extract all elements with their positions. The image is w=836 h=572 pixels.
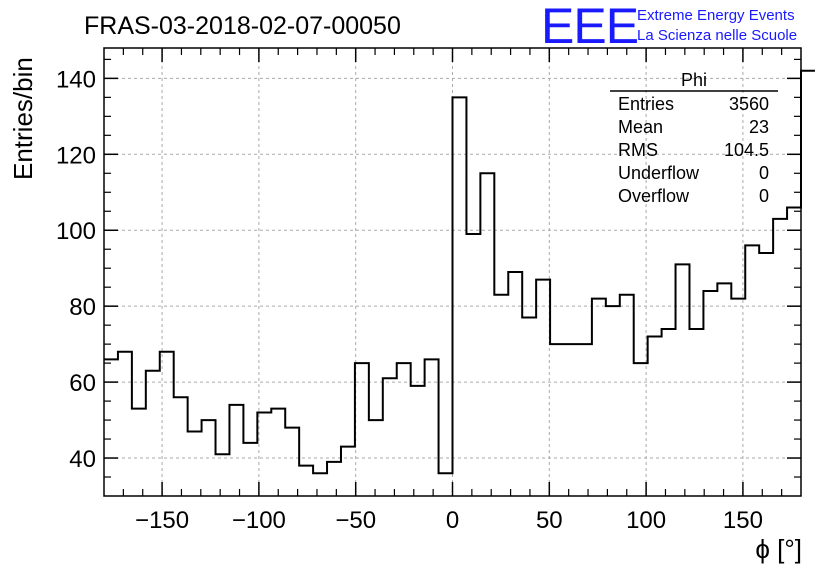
y-tick-label: 80 xyxy=(69,294,96,321)
stats-box-title: Phi xyxy=(681,70,707,90)
y-tick-labels: 40 60 80 100 120 140 xyxy=(56,66,96,473)
y-tick-label: 100 xyxy=(56,218,96,245)
stats-box: Phi Entries 3560 Mean 23 RMS 104.5 Underflow 0 O… xyxy=(610,70,778,206)
axis-ticks xyxy=(104,48,801,496)
stats-label: Entries xyxy=(618,94,674,114)
y-tick-label: 120 xyxy=(56,142,96,169)
y-axis-label: Entries/bin xyxy=(8,57,38,180)
x-tick-label: −100 xyxy=(232,507,286,534)
stats-label: Mean xyxy=(618,117,663,137)
eee-logo: EEE Extreme Energy Events La Scienza nel… xyxy=(541,0,797,54)
histogram-line xyxy=(104,69,815,475)
x-tick-label: −50 xyxy=(335,507,376,534)
stats-value: 23 xyxy=(749,117,769,137)
x-tick-label: 150 xyxy=(723,507,763,534)
stats-label: Overflow xyxy=(618,186,690,206)
x-tick-label: 0 xyxy=(446,507,459,534)
eee-logo-line1: Extreme Energy Events xyxy=(637,7,795,24)
eee-logo-line2: La Scienza nelle Scuole xyxy=(637,27,797,44)
eee-logo-mark: EEE xyxy=(541,0,638,54)
stats-value: 104.5 xyxy=(724,140,769,160)
chart-title: FRAS-03-2018-02-07-00050 xyxy=(84,12,401,40)
stats-label: Underflow xyxy=(618,163,700,183)
stats-value: 3560 xyxy=(729,94,769,114)
stats-label: RMS xyxy=(618,140,658,160)
x-axis-label: ϕ [°] xyxy=(755,534,802,564)
y-tick-label: 140 xyxy=(56,66,96,93)
x-tick-label: 50 xyxy=(536,507,563,534)
x-tick-labels: −150 −100 −50 0 50 100 150 xyxy=(135,507,763,534)
x-tick-label: 100 xyxy=(626,507,666,534)
y-tick-label: 40 xyxy=(69,446,96,473)
stats-value: 0 xyxy=(759,186,769,206)
y-tick-label: 60 xyxy=(69,370,96,397)
x-tick-label: −150 xyxy=(135,507,189,534)
stats-value: 0 xyxy=(759,163,769,183)
